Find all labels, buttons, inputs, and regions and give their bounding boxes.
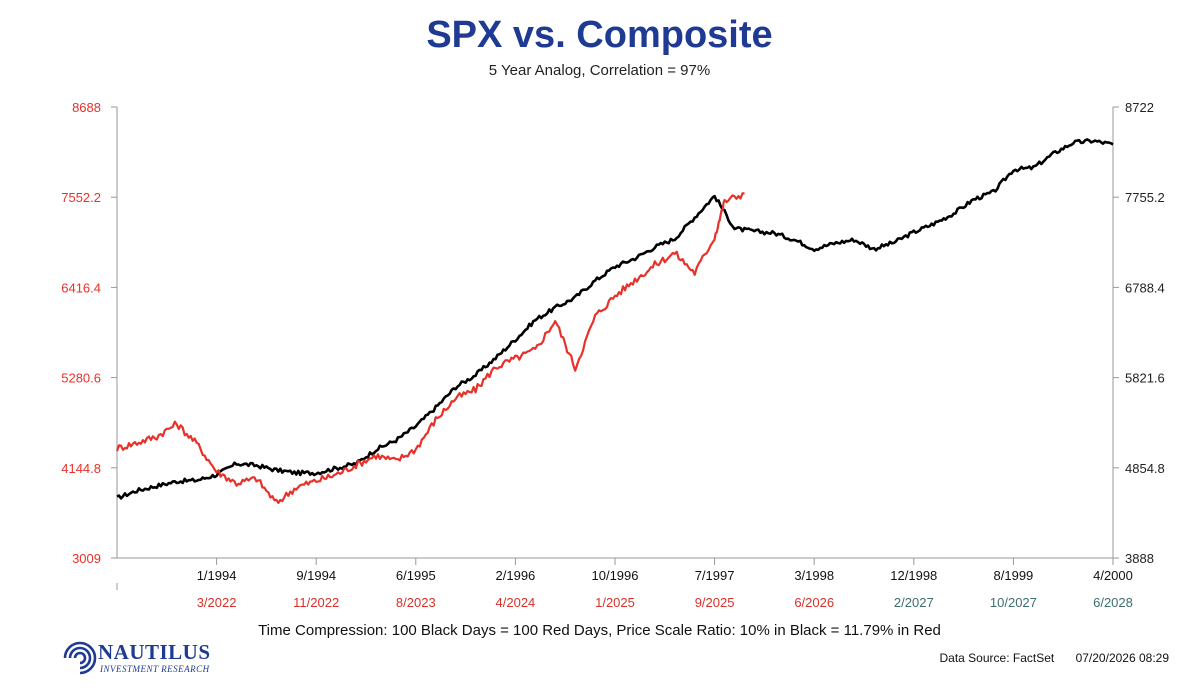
x-tick-label-black: 1/1994 (197, 568, 237, 583)
left-tick-label: 5280.6 (61, 371, 101, 386)
x-tick-label-red: 6/2028 (1093, 595, 1133, 610)
time-compression-note: Time Compression: 100 Black Days = 100 R… (258, 622, 941, 639)
x-tick-label-red: 2/2027 (894, 595, 934, 610)
x-tick-label-black: 2/1996 (496, 568, 536, 583)
x-tick-label-black: 8/1999 (994, 568, 1034, 583)
x-tick-label-red: 8/2023 (396, 595, 436, 610)
x-tick-label-red: 9/2025 (695, 595, 735, 610)
data-source-label: Data Source: FactSet (939, 651, 1055, 665)
logo-name: NAUTILUS (98, 640, 211, 664)
x-tick-label-red: 11/2022 (293, 595, 339, 610)
x-tick-label-black: 3/1998 (794, 568, 834, 583)
logo-tagline: INVESTMENT RESEARCH (100, 664, 210, 674)
black-series-line (116, 138, 1114, 500)
x-tick-label-black: 9/1994 (296, 568, 336, 583)
chart-title: SPX vs. Composite (426, 14, 773, 56)
right-tick-label: 6788.4 (1125, 280, 1165, 295)
left-tick-label: 8688 (72, 100, 101, 115)
red-series-line (115, 192, 745, 504)
x-tick-label-black: 4/2000 (1093, 568, 1133, 583)
data-source: Data Source: FactSet 07/20/2026 08:29 (922, 651, 1170, 665)
x-tick-label-red: 1/2025 (595, 595, 635, 610)
right-tick-label: 5821.6 (1125, 371, 1165, 386)
left-tick-label: 7552.2 (61, 190, 101, 205)
chart-subtitle: 5 Year Analog, Correlation = 97% (488, 62, 711, 79)
x-tick-label-black: 6/1995 (396, 568, 436, 583)
x-tick-label-black: 7/1997 (695, 568, 735, 583)
right-tick-label: 7755.2 (1125, 190, 1165, 205)
left-tick-label: 4144.8 (61, 461, 101, 476)
left-tick-label: 6416.4 (61, 280, 101, 295)
nautilus-shell-icon (63, 641, 97, 675)
right-tick-label: 4854.8 (1125, 461, 1165, 476)
left-tick-label: 3009 (72, 551, 101, 566)
x-tick-label-black: 12/1998 (890, 568, 937, 583)
nautilus-logo: NAUTILUS INVESTMENT RESEARCH (60, 638, 260, 678)
right-tick-label: 3888 (1125, 551, 1154, 566)
line-chart: 3009 4144.8 5280.6 6416.4 7552.2 8688 3888 4854… (61, 100, 1165, 610)
timestamp: 07/20/2026 08:29 (1075, 651, 1169, 665)
x-tick-label-red: 4/2024 (496, 595, 536, 610)
x-tick-label-red: 10/2027 (990, 595, 1037, 610)
x-tick-label-black: 10/1996 (592, 568, 639, 583)
right-tick-label: 8722 (1125, 100, 1154, 115)
x-tick-label-red: 3/2022 (197, 595, 237, 610)
x-tick-label-red: 6/2026 (794, 595, 834, 610)
